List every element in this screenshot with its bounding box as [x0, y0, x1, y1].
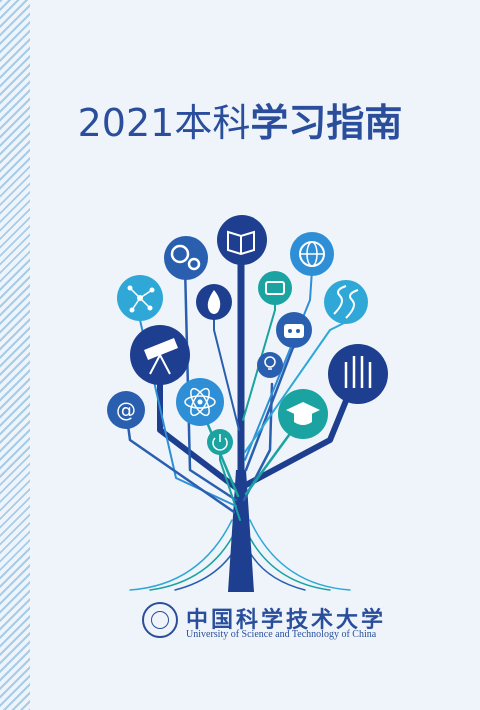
flame-icon [196, 284, 232, 320]
telescope-icon [130, 325, 190, 385]
robot-icon [276, 312, 312, 348]
tablet-icon [258, 271, 292, 305]
molecule-icon [117, 275, 163, 321]
title-part1: 本科 [174, 101, 251, 145]
at-sign-icon: @ [107, 391, 145, 429]
light-bulb-icon [257, 352, 283, 378]
book-icon [217, 215, 267, 265]
atom-icon [176, 378, 224, 426]
server-icon [328, 344, 388, 404]
graduation-cap-icon [278, 389, 328, 439]
university-name-en: University of Science and Technology of … [186, 629, 377, 640]
university-seal-icon [142, 602, 178, 638]
cover-title: 2021本科学习指南 [0, 92, 480, 147]
dna-icon [324, 280, 368, 324]
striped-border [0, 0, 30, 710]
settings-gears-icon [164, 236, 208, 280]
power-icon [207, 429, 233, 455]
svg-text:@: @ [116, 398, 136, 422]
title-year: 2021 [77, 101, 175, 145]
university-logo: 中国科学技术大学 University of Science and Techn… [142, 600, 383, 644]
globe-icon [290, 232, 334, 276]
title-part2: 学习指南 [250, 101, 403, 145]
university-name-cn: 中国科学技术大学 [186, 607, 387, 633]
